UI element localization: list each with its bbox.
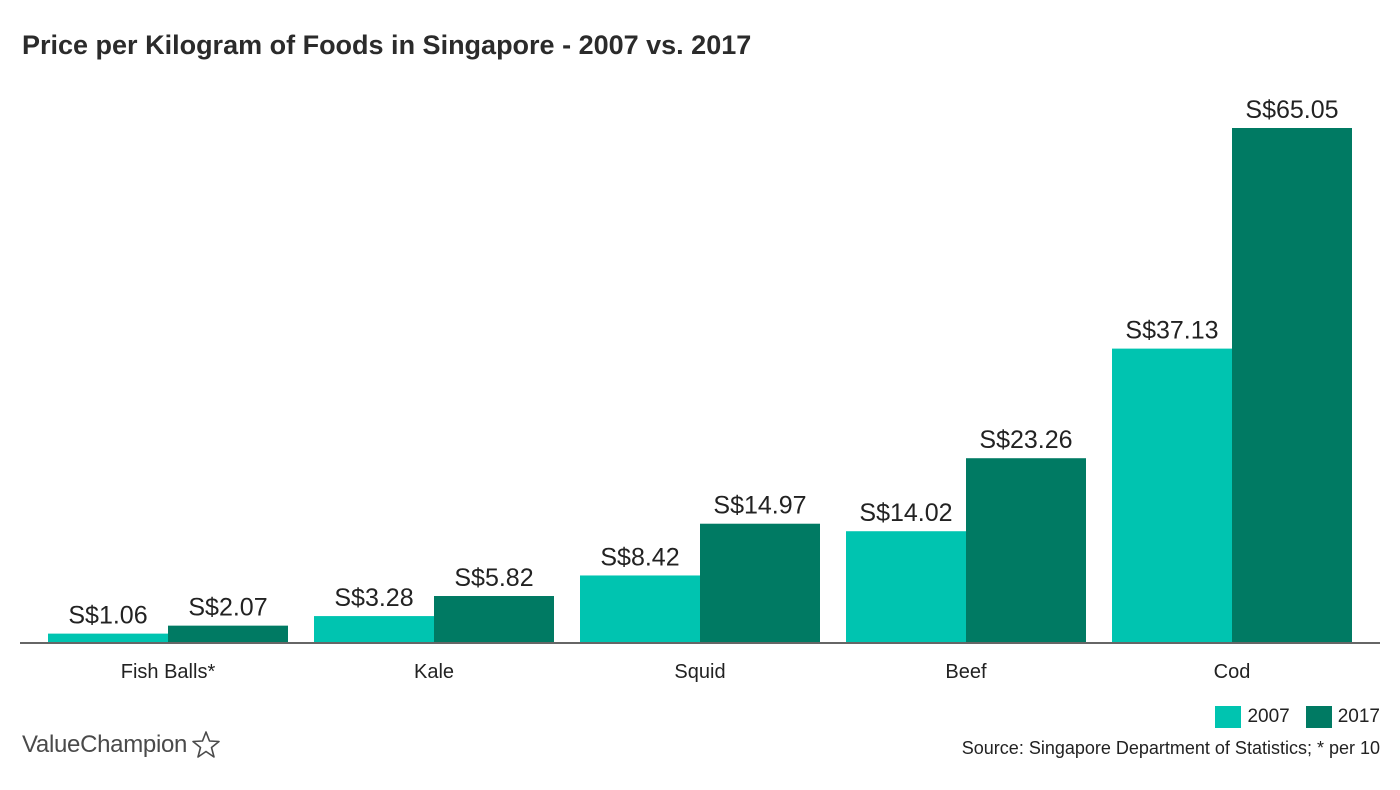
category-label-2: Squid [674,661,725,683]
bar-2007-4 [1112,348,1232,642]
category-label-3: Beef [945,661,987,683]
bar-2007-0 [48,633,168,642]
bar-2017-0 [168,625,288,642]
bar-2017-4 [1232,128,1352,642]
brand-logo: ValueChampion [22,730,221,760]
data-label-2007-0: S$1.06 [68,602,147,630]
data-label-2007-1: S$3.28 [334,584,413,612]
bar-2007-1 [314,616,434,642]
data-label-2017-4: S$65.05 [1245,96,1338,124]
data-label-2017-2: S$14.97 [713,492,806,520]
bar-chart: S$1.06 S$2.07 Fish Balls* S$3.28 S$5.82 Kale S… [20,96,1380,683]
data-label-2007-2: S$8.42 [600,543,679,571]
data-label-2017-0: S$2.07 [188,594,267,622]
category-label-1: Kale [414,661,454,683]
legend-item-2017: 2017 [1305,706,1380,728]
data-label-2017-1: S$5.82 [454,564,533,592]
legend: 2007 2017 [1199,706,1380,728]
legend-swatch-2017 [1305,706,1332,728]
category-label-4: Cod [1214,661,1251,683]
category-label-0: Fish Balls* [121,661,216,683]
legend-label-2007: 2007 [1247,706,1290,727]
bar-2007-3 [846,531,966,642]
bar-2017-2 [700,523,820,642]
legend-label-2017: 2017 [1337,706,1380,727]
source-note: Source: Singapore Department of Statisti… [961,738,1380,758]
bar-2007-2 [580,575,700,642]
bar-2017-1 [434,596,554,642]
legend-swatch-2007 [1215,706,1242,728]
data-label-2007-3: S$14.02 [859,499,952,527]
star-icon [192,731,220,758]
data-label-2017-3: S$23.26 [979,426,1072,454]
chart-title: Price per Kilogram of Foods in Singapore… [22,30,752,60]
brand-name: ValueChampion [22,731,188,758]
data-label-2007-4: S$37.13 [1125,317,1218,345]
legend-item-2007: 2007 [1215,706,1290,728]
bar-2017-3 [966,458,1086,642]
